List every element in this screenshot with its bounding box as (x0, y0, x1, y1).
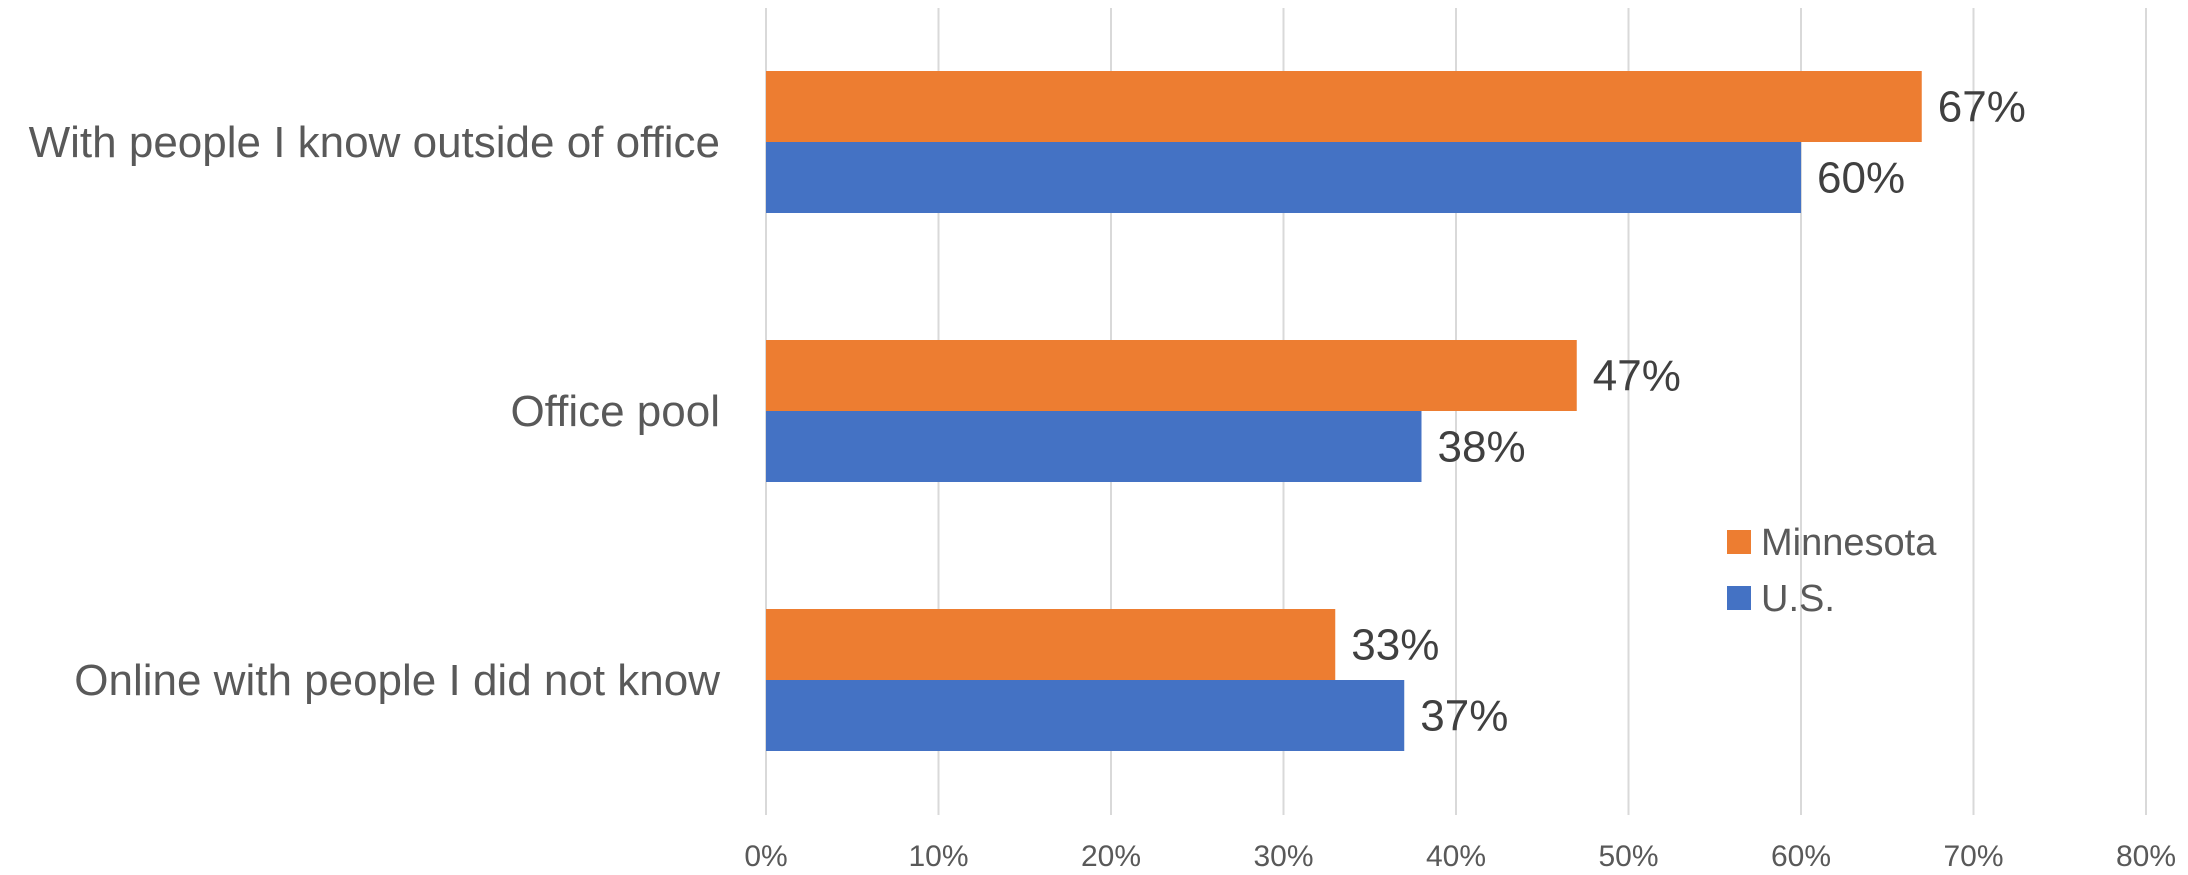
category-label: Office pool (510, 387, 720, 436)
category-label: With people I know outside of office (29, 118, 720, 167)
x-tick-label: 10% (908, 840, 968, 870)
bar-us (766, 411, 1422, 482)
bar-minnesota (766, 340, 1577, 411)
bar-us (766, 680, 1405, 751)
legend-swatch-us (1727, 586, 1751, 610)
category-label: Online with people I did not know (74, 656, 720, 705)
data-labels: 67% 60% 47% 38% 33% 37% (1351, 83, 2026, 741)
legend-label-minnesota: Minnesota (1761, 522, 1937, 564)
x-tick-label: 50% (1598, 840, 1658, 870)
x-axis-tick-labels: 0% 10% 20% 30% 40% 50% 60% 70% 80% (744, 840, 2176, 873)
legend-swatch-minnesota (1727, 530, 1751, 554)
x-tick-label: 80% (2116, 840, 2176, 870)
bar-minnesota (766, 609, 1336, 680)
x-tick-label: 60% (1771, 840, 1831, 870)
data-label: 47% (1593, 352, 1681, 401)
bar-minnesota (766, 71, 1922, 142)
data-label: 33% (1351, 621, 1439, 670)
legend-label-us: U.S. (1761, 578, 1835, 620)
data-label: 60% (1817, 154, 1905, 203)
bar-us (766, 142, 1801, 213)
data-label: 67% (1938, 83, 2026, 132)
legend: Minnesota U.S. (1727, 522, 1937, 620)
x-tick-label: 40% (1426, 840, 1486, 870)
bars (766, 71, 1922, 751)
data-label: 38% (1438, 423, 1526, 472)
data-label: 37% (1420, 692, 1508, 741)
category-labels: With people I know outside of office Offi… (29, 118, 721, 705)
x-tick-label: 30% (1253, 840, 1313, 870)
x-tick-label: 0% (744, 840, 787, 870)
x-tick-label: 20% (1081, 840, 1141, 870)
x-tick-label: 70% (1943, 840, 2003, 870)
